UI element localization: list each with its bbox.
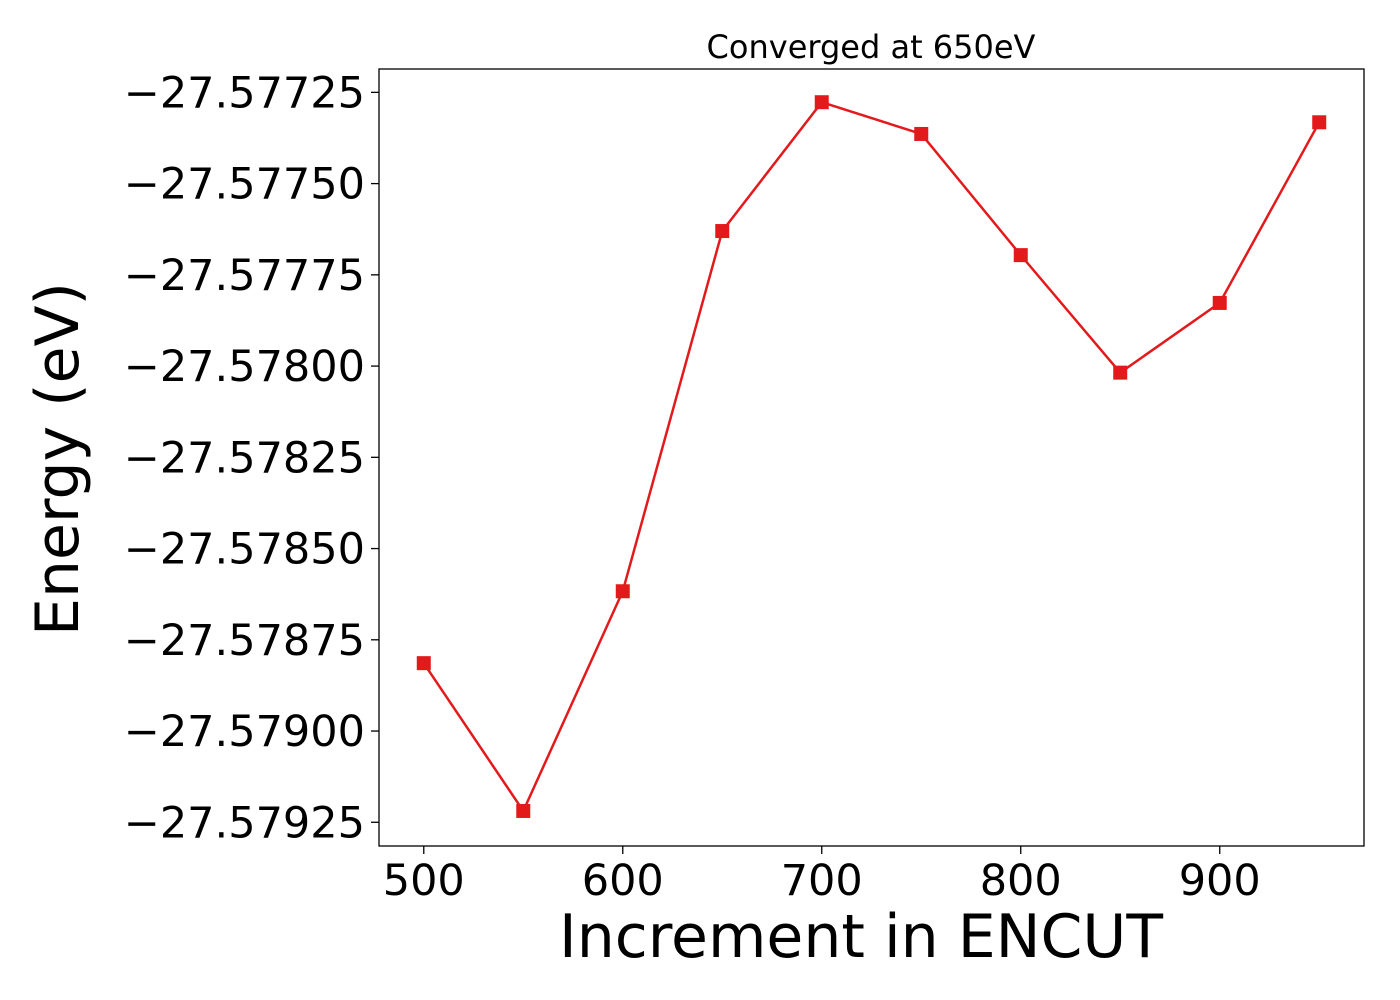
y-tick-label: −27.57850 (124, 525, 365, 575)
series-line (422, 100, 1321, 814)
data-point-marker (615, 584, 630, 599)
x-tick-label: 600 (582, 856, 664, 906)
data-point-marker (914, 126, 929, 141)
data-point-marker (715, 224, 730, 239)
data-point-marker (1212, 295, 1227, 310)
data-point-marker (516, 803, 531, 818)
plot-area-frame (378, 68, 1365, 847)
y-tick-label: −27.57750 (124, 160, 365, 210)
y-tick-label: −27.57725 (124, 68, 365, 118)
ticks-layer: 500 600 700 800 900 −27.57725 −27.57750 −27.577… (124, 68, 1261, 906)
y-tick-label: −27.57775 (124, 251, 365, 301)
y-tick-label: −27.57900 (124, 707, 365, 757)
x-tick-label: 800 (980, 856, 1062, 906)
data-point-marker (1013, 248, 1028, 263)
data-point-marker (1312, 115, 1327, 130)
y-tick-label: −27.57825 (124, 433, 365, 483)
data-point-marker (1113, 365, 1128, 380)
chart-title: Converged at 650eV (707, 28, 1036, 66)
x-axis-label: Increment in ENCUT (559, 902, 1163, 972)
data-point-marker (814, 95, 829, 110)
y-tick-label: −27.57925 (124, 798, 365, 848)
data-point-marker (416, 656, 431, 671)
y-axis-label: Energy (eV) (23, 282, 93, 636)
y-tick-label: −27.57875 (124, 616, 365, 666)
x-tick-label: 500 (383, 856, 465, 906)
x-tick-label: 700 (781, 856, 863, 906)
series-layer (416, 95, 1327, 818)
y-tick-label: −27.57800 (124, 342, 365, 392)
x-tick-label: 900 (1179, 856, 1261, 906)
